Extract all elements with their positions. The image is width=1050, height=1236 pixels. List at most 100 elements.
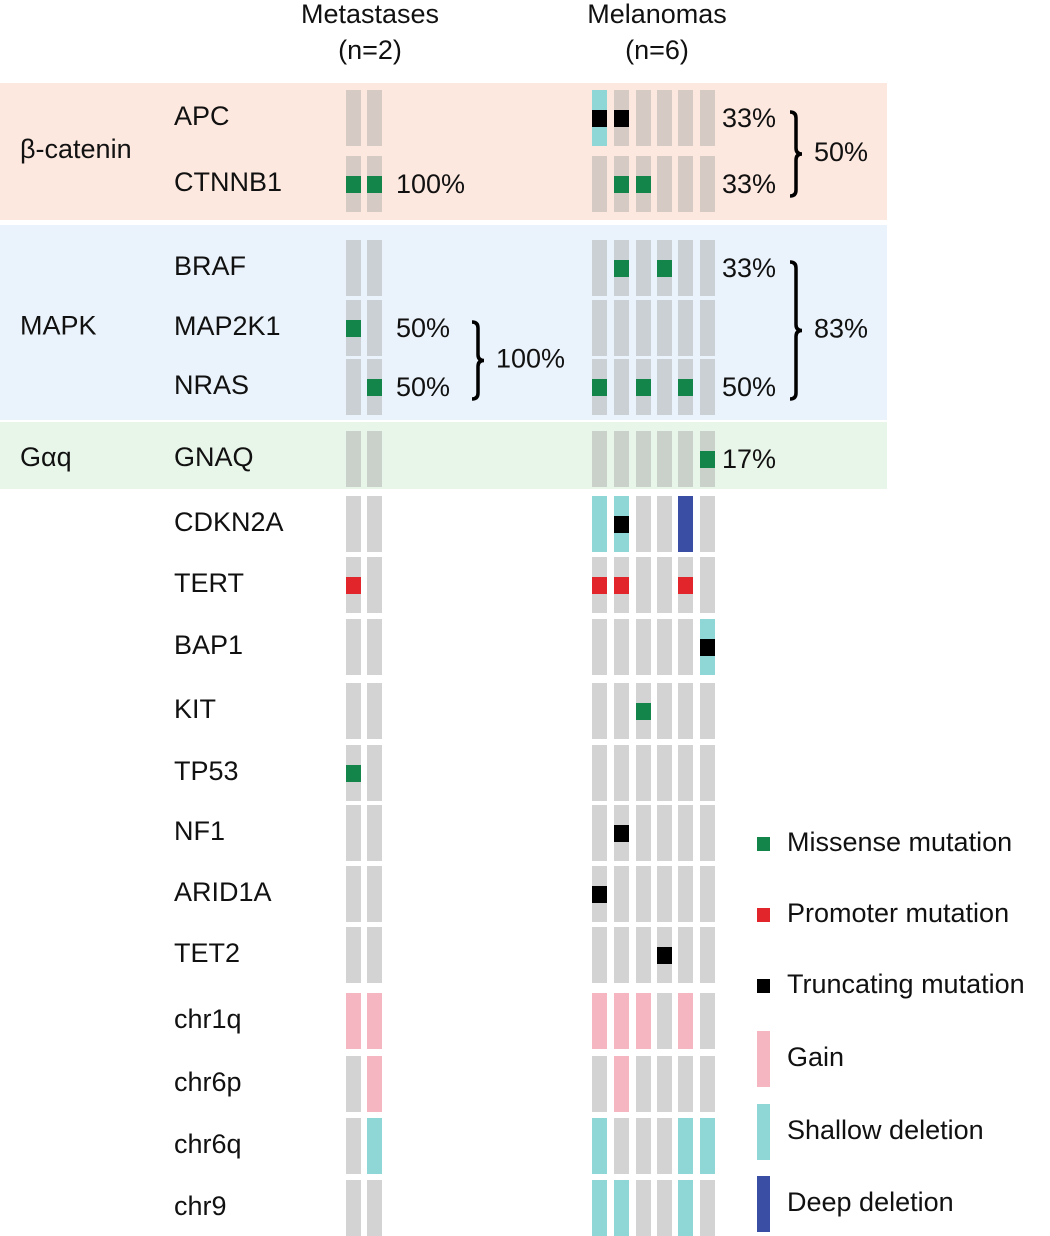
legend-swatch [757, 1104, 770, 1160]
sample-cell [636, 927, 651, 983]
mutation-mark [592, 886, 607, 903]
sample-cell [346, 240, 361, 296]
sample-cell [700, 1180, 715, 1236]
gene-label: chr6q [174, 1129, 242, 1159]
sample-cell [700, 993, 715, 1049]
sample-cell [636, 240, 651, 296]
gene-label: TET2 [174, 938, 240, 968]
legend-swatch [757, 908, 770, 922]
sample-cell [367, 683, 382, 739]
mutation-mark [346, 577, 361, 594]
frequency-label: 33% [722, 103, 776, 133]
sample-cell [614, 1118, 629, 1174]
sample-cell [614, 300, 629, 356]
mutation-mark [636, 379, 651, 396]
copy-number-alteration [367, 1118, 382, 1174]
legend-label: Missense mutation [787, 827, 1012, 857]
mutation-mark [657, 260, 672, 277]
gene-label: BAP1 [174, 630, 243, 660]
sample-cell [636, 431, 651, 487]
sample-cell [636, 745, 651, 801]
frequency-label: 33% [722, 169, 776, 199]
sample-cell [657, 745, 672, 801]
mutation-mark [346, 765, 361, 782]
copy-number-alteration [367, 1056, 382, 1112]
sample-cell [636, 557, 651, 613]
mutation-mark [678, 379, 693, 396]
sample-cell [657, 90, 672, 146]
sample-cell [636, 496, 651, 552]
sample-cell [657, 619, 672, 675]
sample-cell [700, 240, 715, 296]
legend-label: Truncating mutation [787, 969, 1025, 999]
sample-cell [657, 683, 672, 739]
sample-cell [636, 619, 651, 675]
sample-cell [592, 240, 607, 296]
sample-cell [657, 156, 672, 212]
sample-cell [614, 927, 629, 983]
sample-cell [592, 156, 607, 212]
sample-cell [678, 866, 693, 922]
mutation-mark [367, 176, 382, 193]
gene-label: TERT [174, 568, 244, 598]
sample-cell [592, 300, 607, 356]
mutation-mark [346, 176, 361, 193]
column-title: Melanomas [587, 0, 727, 29]
sample-cell [592, 619, 607, 675]
sample-cell [657, 805, 672, 861]
sample-cell [678, 927, 693, 983]
mutation-mark [346, 320, 361, 337]
mutation-mark [614, 516, 629, 533]
sample-cell [636, 866, 651, 922]
column-n: (n=6) [625, 35, 689, 65]
copy-number-alteration [636, 993, 651, 1049]
sample-cell [700, 683, 715, 739]
sample-cell [636, 1118, 651, 1174]
gene-label: chr6p [174, 1067, 242, 1097]
sample-cell [636, 1056, 651, 1112]
frequency-label: 17% [722, 444, 776, 474]
mutation-mark [592, 379, 607, 396]
sample-cell [592, 1056, 607, 1112]
sample-cell [636, 805, 651, 861]
group-band [0, 83, 887, 220]
sample-cell [678, 300, 693, 356]
sample-cell [592, 927, 607, 983]
sample-cell [700, 927, 715, 983]
sample-cell [678, 619, 693, 675]
sample-cell [614, 431, 629, 487]
mutation-mark [700, 451, 715, 468]
mutation-mark [614, 110, 629, 127]
sample-cell [592, 745, 607, 801]
sample-cell [678, 156, 693, 212]
gene-label: chr1q [174, 1004, 242, 1034]
copy-number-alteration [592, 496, 607, 552]
sample-cell [700, 805, 715, 861]
legend-label: Shallow deletion [787, 1115, 984, 1145]
sample-cell [657, 431, 672, 487]
mutation-mark [614, 577, 629, 594]
sample-cell [346, 359, 361, 415]
sample-cell [346, 1056, 361, 1112]
sample-cell [592, 805, 607, 861]
sample-cell [367, 805, 382, 861]
gene-label: NRAS [174, 370, 249, 400]
sample-cell [678, 431, 693, 487]
sample-cell [657, 300, 672, 356]
sample-cell [700, 156, 715, 212]
sample-cell [657, 1180, 672, 1236]
sample-cell [346, 805, 361, 861]
frequency-label: 50% [396, 313, 450, 343]
sample-cell [346, 431, 361, 487]
gene-label: APC [174, 101, 230, 131]
sample-cell [700, 866, 715, 922]
sample-cell [592, 683, 607, 739]
pathway-label: MAPK [20, 311, 97, 341]
sample-cell [592, 431, 607, 487]
group-band [0, 422, 887, 489]
sample-cell [700, 496, 715, 552]
sample-cell [614, 745, 629, 801]
sample-cell [614, 866, 629, 922]
column-n: (n=2) [338, 35, 402, 65]
sample-cell [636, 1180, 651, 1236]
